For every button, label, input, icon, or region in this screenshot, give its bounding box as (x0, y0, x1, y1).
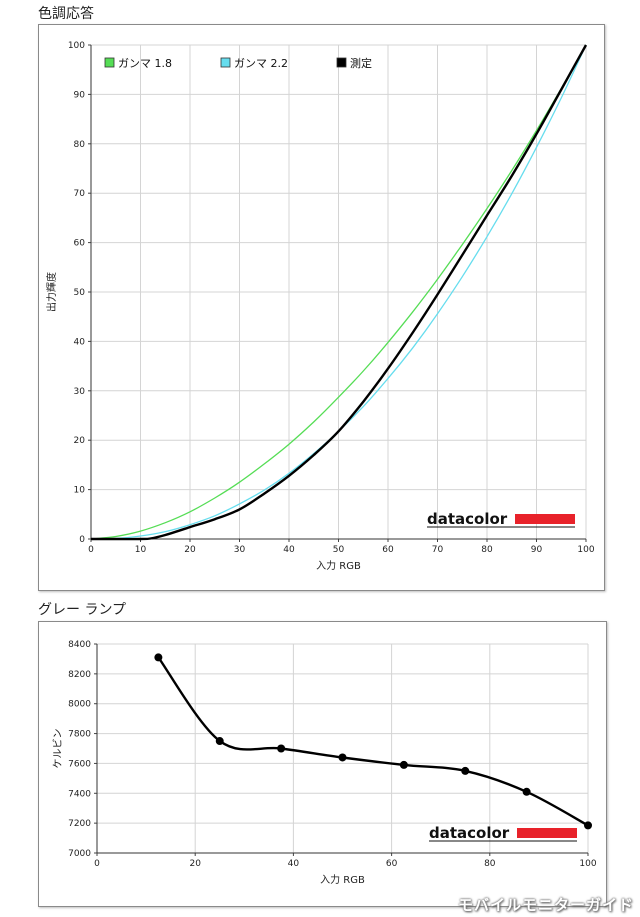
data-point (522, 787, 531, 796)
x-axis-label: 入力 RGB (316, 559, 361, 572)
y-tick-label: 7600 (68, 759, 91, 769)
y-tick-label: 7800 (68, 730, 91, 740)
x-tick-label: 40 (283, 545, 295, 555)
plot-area (97, 644, 588, 853)
gray-ramp-panel: 0 20 40 60 80 100 7000 7200 7400 7600 7800 8000 8200… (38, 621, 607, 907)
logo-text: datacolor (429, 824, 510, 842)
data-point (461, 766, 470, 775)
gray-ramp-chart: 0 20 40 60 80 100 7000 7200 7400 7600 7800 8000 8200… (52, 640, 597, 886)
logo-red-bar (515, 514, 575, 524)
y-tick-label: 90 (74, 90, 86, 100)
y-tick-label: 10 (74, 486, 86, 496)
x-tick-label: 80 (484, 859, 496, 869)
x-tick-label: 100 (579, 859, 596, 869)
y-tick-label: 0 (79, 535, 85, 545)
chart-1-title: 色調応答 (38, 6, 94, 22)
x-axis-label: 入力 RGB (320, 873, 365, 886)
legend-entry-1: ガンマ 1.8 (104, 57, 172, 70)
y-tick-label: 70 (74, 189, 86, 199)
data-point (338, 753, 347, 762)
x-tick-label: 90 (531, 545, 543, 555)
y-tick-label: 50 (74, 288, 86, 298)
tone-response-chart: 0 10 20 30 40 50 60 70 80 90 100 0 10 20 30 40 50 60 70 80 9… (45, 41, 595, 572)
x-tick-label: 40 (288, 859, 300, 869)
y-tick-label: 30 (74, 387, 86, 397)
datacolor-logo: datacolor (427, 510, 575, 528)
legend-entry-2: ガンマ 2.2 (220, 57, 288, 70)
data-point (215, 737, 224, 746)
y-tick-label: 7200 (68, 819, 91, 829)
logo-red-bar (517, 828, 577, 838)
x-tick-label: 60 (382, 545, 394, 555)
legend-swatch (104, 57, 115, 68)
legend-swatch (220, 57, 231, 68)
x-tick-label: 30 (234, 545, 246, 555)
datacolor-logo: datacolor (429, 824, 577, 842)
chart-2-title: グレー ランプ (38, 602, 127, 618)
y-tick-label: 40 (74, 337, 86, 347)
x-tick-label: 0 (88, 545, 94, 555)
x-tick-label: 20 (184, 545, 196, 555)
series-line-3 (90, 44, 588, 541)
x-tick-label: 70 (432, 545, 444, 555)
data-point (399, 760, 408, 769)
y-tick-label: 80 (74, 140, 86, 150)
x-tick-label: 10 (135, 545, 147, 555)
y-tick-label: 7400 (68, 789, 91, 799)
legend-label: 測定 (350, 56, 372, 70)
grid (90, 44, 587, 540)
y-tick-label: 20 (74, 436, 86, 446)
logo-text: datacolor (427, 510, 508, 528)
legend-swatch (336, 57, 347, 68)
x-tick-label: 60 (386, 859, 398, 869)
y-tick-label: 7000 (68, 849, 91, 859)
site-watermark: モバイルモニターガイド (457, 896, 634, 914)
x-tick-label: 100 (577, 545, 594, 555)
tone-response-panel: 0 10 20 30 40 50 60 70 80 90 100 0 10 20 30 40 50 60 70 80 9… (38, 24, 605, 591)
legend-entry-3: 測定 (336, 56, 372, 70)
y-tick-label: 100 (68, 41, 85, 51)
data-point (277, 744, 286, 753)
y-tick-label: 8200 (68, 670, 91, 680)
x-tick-label: 80 (481, 545, 493, 555)
data-point (584, 821, 592, 830)
legend-label: ガンマ 2.2 (234, 57, 288, 70)
y-tick-label: 8400 (68, 640, 91, 650)
data-point (154, 653, 163, 662)
y-axis-label: 出力輝度 (45, 272, 58, 312)
series-line-1 (90, 44, 587, 540)
y-tick-label: 8000 (68, 700, 91, 710)
x-tick-label: 50 (333, 545, 345, 555)
x-tick-label: 20 (189, 859, 201, 869)
y-axis-label: ケルビン (52, 729, 64, 769)
x-tick-label: 0 (94, 859, 100, 869)
y-tick-label: 60 (74, 239, 86, 249)
legend-label: ガンマ 1.8 (118, 57, 172, 70)
